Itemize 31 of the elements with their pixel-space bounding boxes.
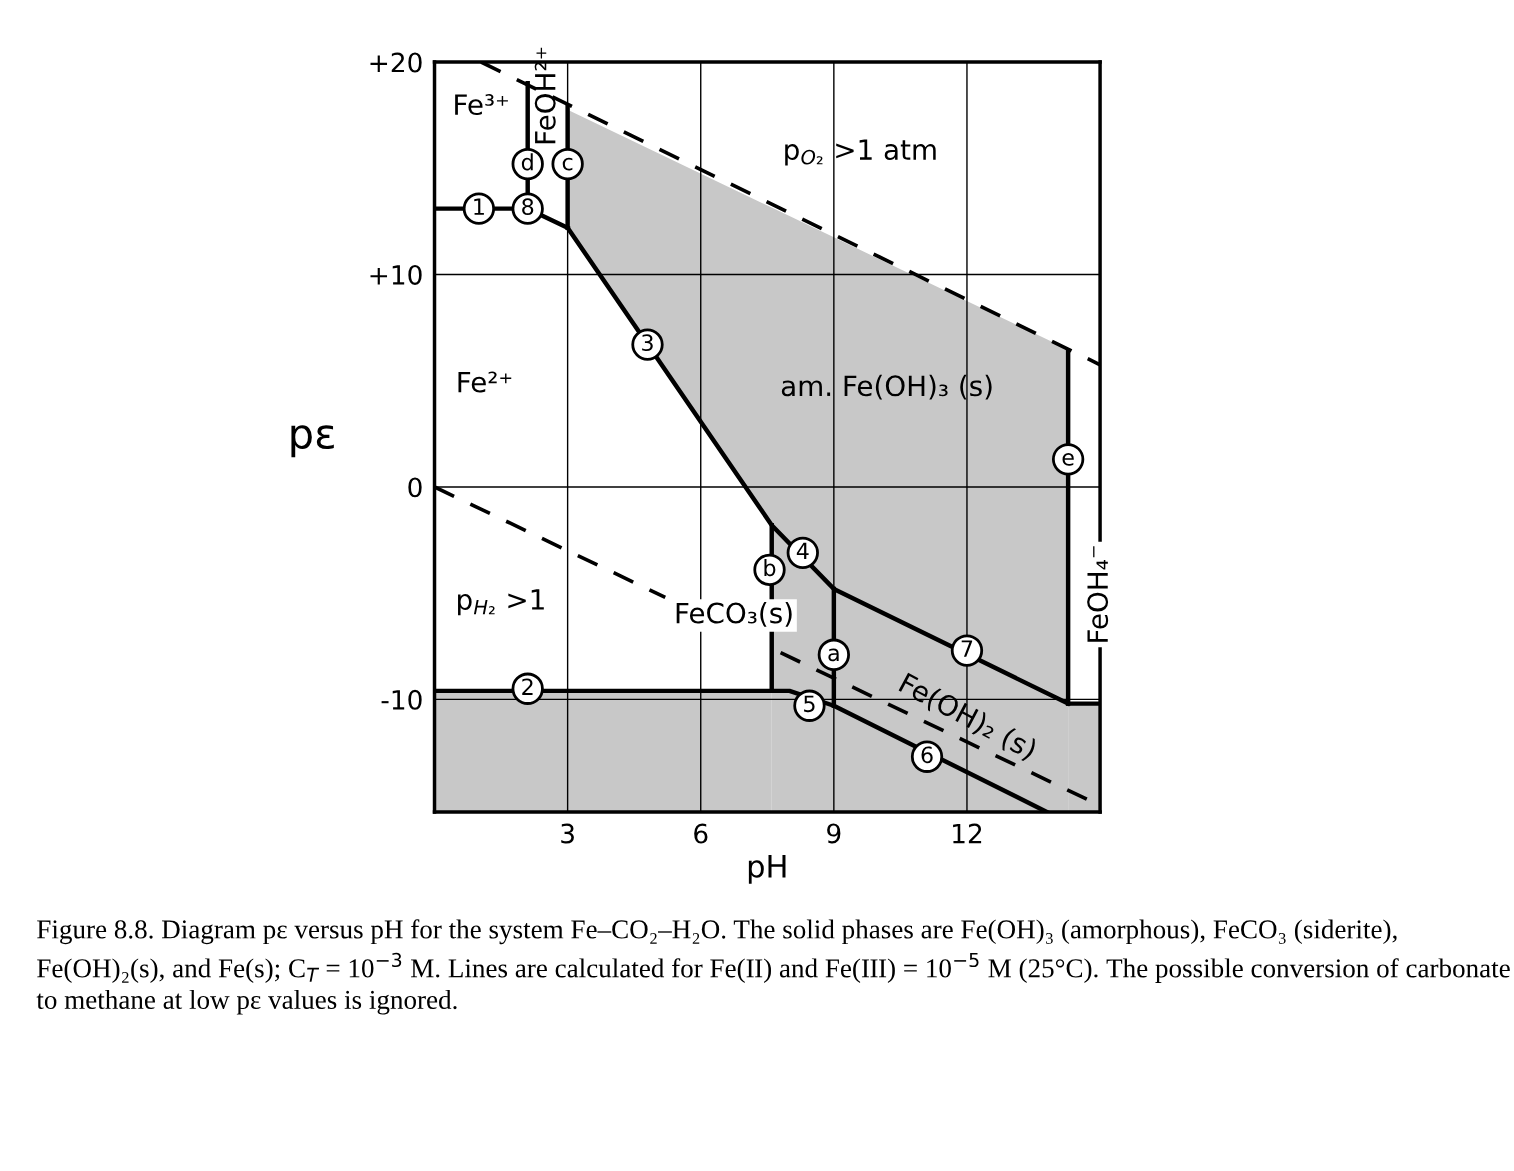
x-axis-title: pH — [748, 855, 786, 884]
annotation: p$_{H₂}$ >1 — [458, 589, 544, 616]
annotation: 1 — [474, 198, 484, 215]
annotation: e — [1062, 453, 1074, 466]
annotation: 6 — [921, 746, 933, 764]
annotation: 3 — [642, 334, 653, 352]
annotation: Fe³⁺ — [455, 94, 508, 116]
annotation: a — [828, 648, 839, 662]
annotation: 2 — [522, 678, 533, 695]
x-tick-label: 12 — [953, 823, 982, 844]
y-tick-label: -10 — [381, 689, 422, 710]
annotation: 5 — [804, 695, 815, 713]
annotation: p$_{O₂}$ >1 atm — [785, 139, 936, 166]
annotation: 4 — [796, 542, 809, 559]
y-axis-title: pε — [291, 425, 334, 458]
x-tick-label: 3 — [561, 823, 574, 844]
annotation: c — [562, 157, 573, 171]
annotation: d — [521, 153, 533, 171]
y-tick-label: 0 — [408, 477, 422, 498]
annotation: FeCO₃(s) — [676, 602, 792, 627]
annotation: Fe²⁺ — [458, 371, 512, 393]
annotation: 8 — [522, 198, 534, 216]
x-tick-label: 9 — [827, 823, 841, 844]
x-tick-label: 6 — [694, 823, 708, 844]
y-tick-label: +10 — [370, 264, 422, 285]
annotation: FeOH²⁺ — [534, 47, 556, 144]
annotation: b — [764, 559, 776, 577]
annotation: FeOH₄⁻ — [1087, 546, 1109, 642]
text: Figure 8.8. Diagram pε versus pH for the system Fe–CO₂–H₂O. The solid phases are Fe(OH)₃ (amorphous), FeCO₃ (siderite), Fe(OH)₂(s), and Fe(s); C$_{T}$ = 10$^{−3}$ M. Lines are calculated for Fe(II) and Fe(III) = 10$^{−5}$ M (25°C). The possible conversion of carbonate to methane at low pε values is ignored. — [36, 919, 1510, 1015]
y-tick-label: +20 — [370, 52, 422, 73]
annotation: 7 — [961, 640, 973, 657]
